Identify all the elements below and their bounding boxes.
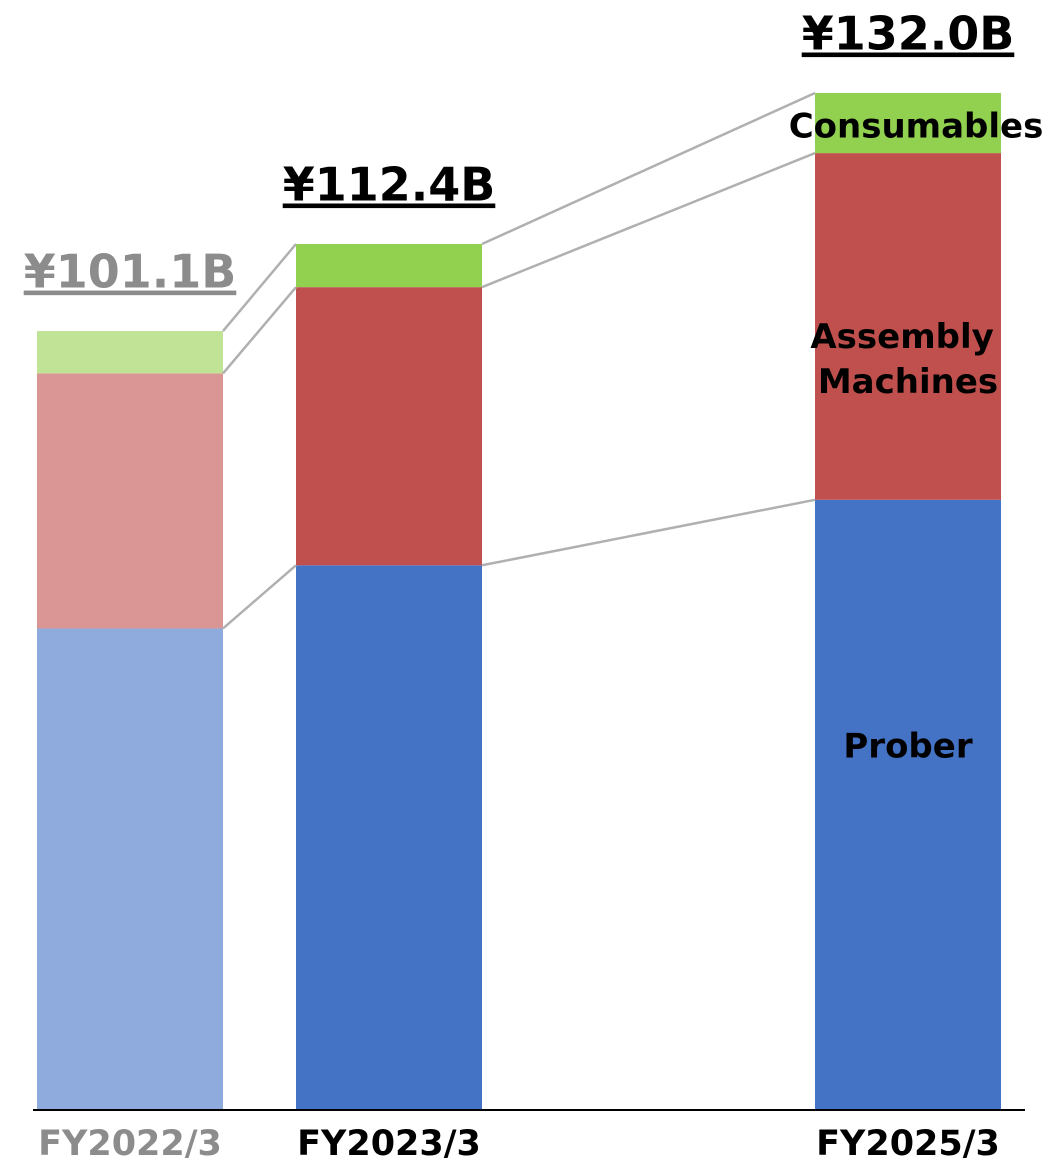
- bar-segment: [296, 565, 482, 1110]
- bar-segment: [37, 628, 223, 1110]
- series-label: Prober: [843, 727, 972, 767]
- series-label: Assembly Machines: [810, 317, 1005, 402]
- x-tick-label: FY2022/3: [38, 1124, 222, 1164]
- bar-segment: [296, 244, 482, 288]
- connector-line: [222, 243, 297, 332]
- total-label: ¥101.1B: [24, 245, 237, 299]
- total-label: ¥132.0B: [802, 7, 1015, 61]
- bar-segment: [815, 499, 1001, 1110]
- bar-segment: [37, 373, 223, 629]
- bar-segment: [37, 331, 223, 374]
- connector-line: [222, 286, 297, 375]
- connector-line: [481, 91, 816, 246]
- connector-line: [481, 151, 816, 289]
- connector-line: [222, 564, 297, 630]
- bar-segment: [296, 287, 482, 566]
- total-label: ¥112.4B: [283, 158, 496, 212]
- series-label: Consumables: [789, 107, 1044, 147]
- x-tick-label: FY2025/3: [816, 1124, 1000, 1164]
- connector-line: [481, 498, 816, 567]
- bar-segment: [815, 93, 1001, 154]
- bar-segment: [815, 153, 1001, 500]
- x-tick-label: FY2023/3: [297, 1124, 481, 1164]
